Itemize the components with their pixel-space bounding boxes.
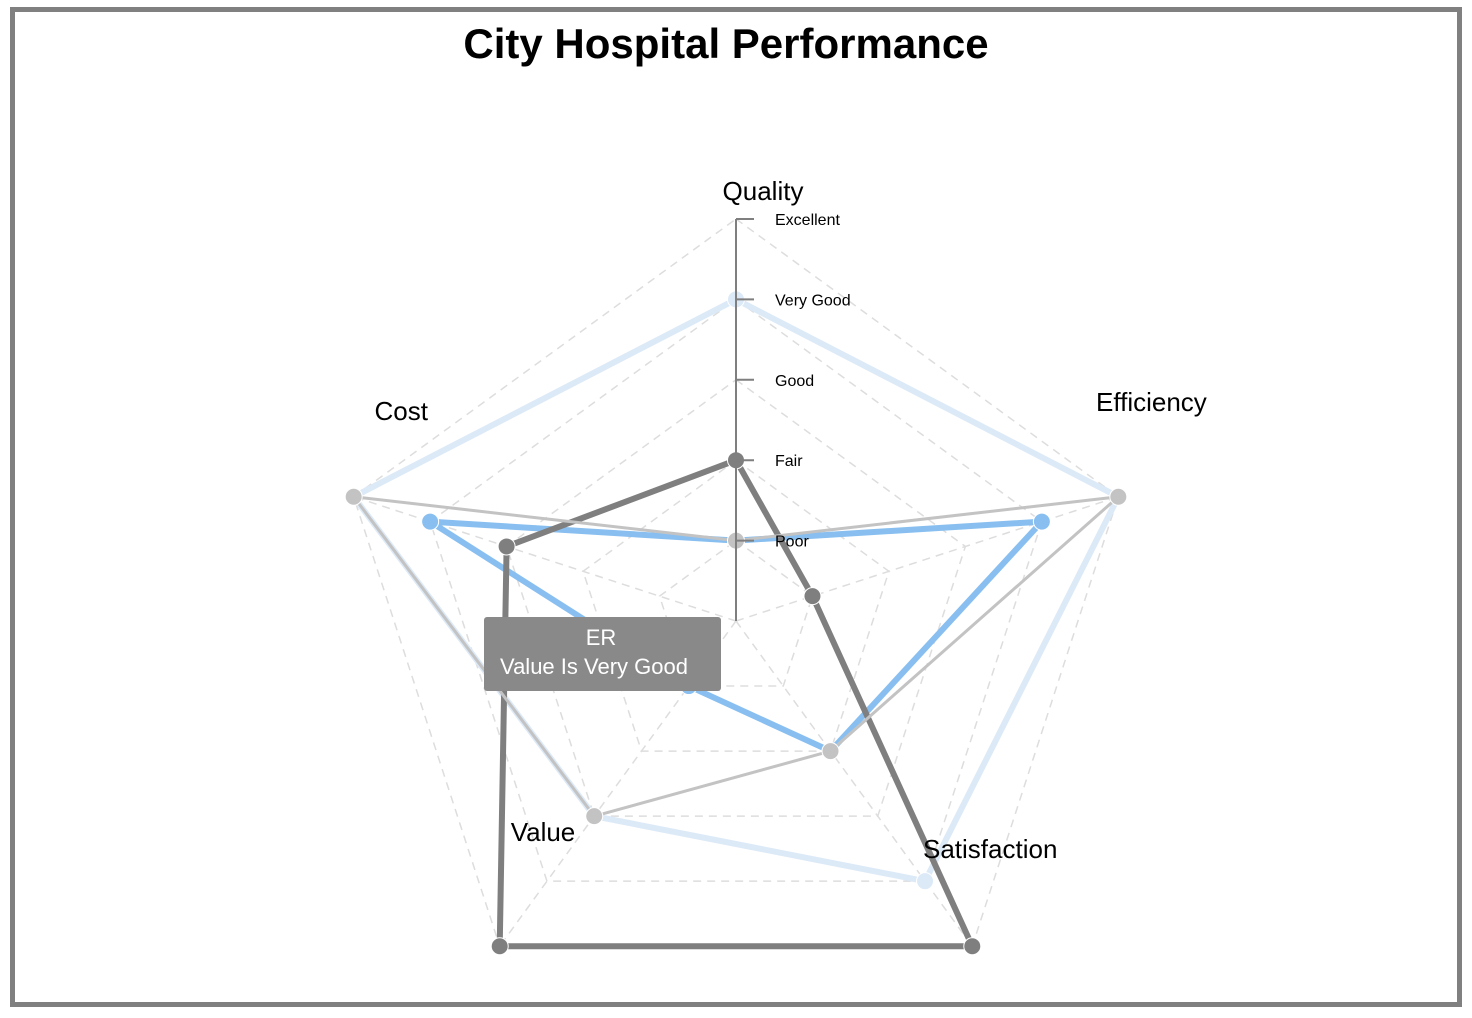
tooltip: ER Value Is Very Good (484, 617, 721, 691)
grid-spoke (353, 496, 737, 622)
series-point (497, 537, 516, 556)
tick-label: Good (775, 373, 814, 390)
series-line (350, 296, 1122, 885)
series-point (821, 742, 840, 761)
series-point (344, 487, 363, 506)
label-layer: Quality Efficiency Satisfaction Value Cost (375, 176, 1207, 864)
series-point (585, 807, 604, 826)
series-line (496, 457, 976, 950)
series-point (916, 872, 935, 891)
axis-layer: Poor Fair Good Very Good Excellent (735, 212, 851, 621)
series-point (490, 937, 509, 956)
grid-spoke (735, 620, 973, 947)
axis-label-quality: Quality (723, 176, 804, 206)
series-point (803, 587, 822, 606)
axis-label-value: Value (511, 817, 576, 847)
grid-ring (582, 459, 890, 752)
tick-label: Fair (775, 453, 803, 470)
grid-ring (658, 539, 814, 687)
tick-label: Excellent (775, 212, 840, 229)
tooltip-title: ER (586, 625, 617, 650)
series-layer (344, 290, 1128, 956)
tick-label: Very Good (775, 292, 851, 309)
series-point (1032, 512, 1051, 531)
tick-label: Poor (775, 534, 809, 551)
axis-label-satisfaction: Satisfaction (923, 834, 1057, 864)
tooltip-background (484, 617, 721, 691)
series-point (963, 937, 982, 956)
grid-spoke (499, 620, 737, 947)
grid-ring (429, 298, 1043, 882)
series-line (427, 518, 1045, 755)
tooltip-text: Value Is Very Good (500, 654, 688, 679)
series-point (421, 512, 440, 531)
chart-title: City Hospital Performance (463, 20, 989, 67)
axis-label-cost: Cost (375, 396, 429, 426)
axis-label-efficiency: Efficiency (1096, 387, 1207, 417)
grid-spoke (735, 496, 1119, 622)
series-point (1109, 487, 1128, 506)
series-line (352, 495, 1120, 818)
